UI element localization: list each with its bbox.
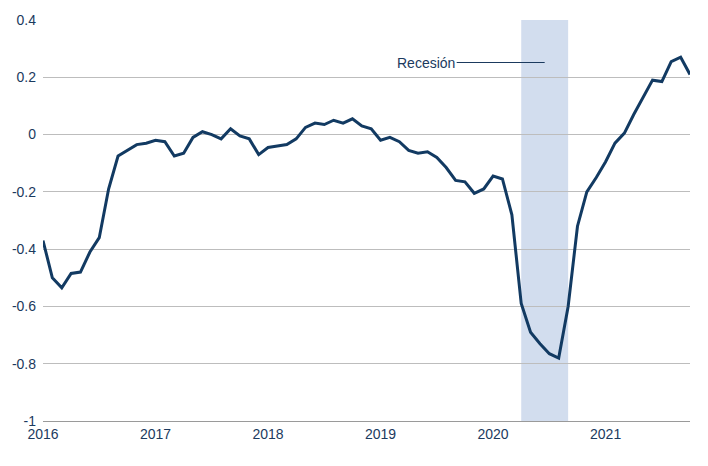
svg-text:0: 0 [28, 126, 36, 142]
svg-text:-0.8: -0.8 [12, 356, 36, 372]
svg-text:-0.4: -0.4 [12, 241, 36, 257]
svg-text:-1: -1 [24, 413, 37, 429]
svg-text:-0.6: -0.6 [12, 298, 36, 314]
svg-text:Recesión: Recesión [397, 55, 455, 71]
svg-text:2016: 2016 [27, 426, 58, 442]
svg-text:2020: 2020 [478, 426, 509, 442]
svg-text:-0.2: -0.2 [12, 184, 36, 200]
svg-text:2021: 2021 [590, 426, 621, 442]
svg-text:0.4: 0.4 [17, 12, 37, 28]
svg-text:0.2: 0.2 [17, 69, 37, 85]
svg-text:2018: 2018 [252, 426, 283, 442]
svg-text:2019: 2019 [365, 426, 396, 442]
svg-text:2017: 2017 [140, 426, 171, 442]
